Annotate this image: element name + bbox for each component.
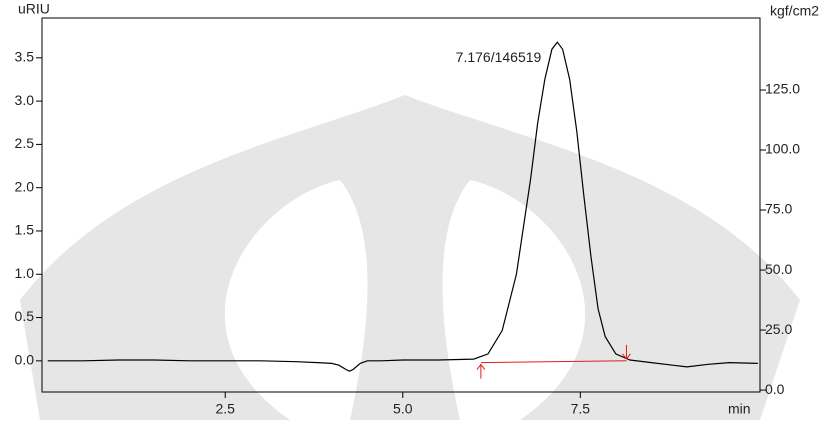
y2-tick-label: 0.0 — [765, 381, 785, 397]
baseline-arrow — [622, 344, 631, 360]
y-tick-label: 2.5 — [15, 135, 35, 151]
y-tick-label: 1.5 — [15, 222, 35, 238]
plot-frame — [41, 17, 761, 393]
y2-tick-label: 100.0 — [765, 141, 800, 157]
x-tick-label: 5.0 — [393, 401, 413, 417]
integration-baseline — [480, 360, 627, 364]
watermark — [20, 95, 800, 420]
y-tick-label: 1.0 — [15, 265, 35, 281]
y2-axis-label: kgf/cm2 — [770, 3, 819, 19]
y-tick-label: 2.0 — [15, 178, 35, 194]
x-tick-label: 7.5 — [571, 401, 591, 417]
x-axis-label: min — [728, 401, 751, 417]
y-tick-label: 0.5 — [15, 308, 35, 324]
y2-tick-label: 125.0 — [765, 81, 800, 97]
peak-annotation: 7.176/146519 — [456, 49, 542, 65]
x-tick-label: 2.5 — [215, 401, 235, 417]
baseline-arrow — [476, 363, 486, 379]
y2-tick-label: 75.0 — [765, 201, 792, 217]
y-tick-label: 0.0 — [15, 352, 35, 368]
y-tick-label: 3.0 — [15, 92, 35, 108]
y-axis-label: uRIU — [18, 1, 50, 17]
y-tick-label: 3.5 — [15, 49, 35, 65]
signal-line — [47, 41, 758, 372]
y2-tick-label: 50.0 — [765, 261, 792, 277]
y2-tick-label: 25.0 — [765, 321, 792, 337]
